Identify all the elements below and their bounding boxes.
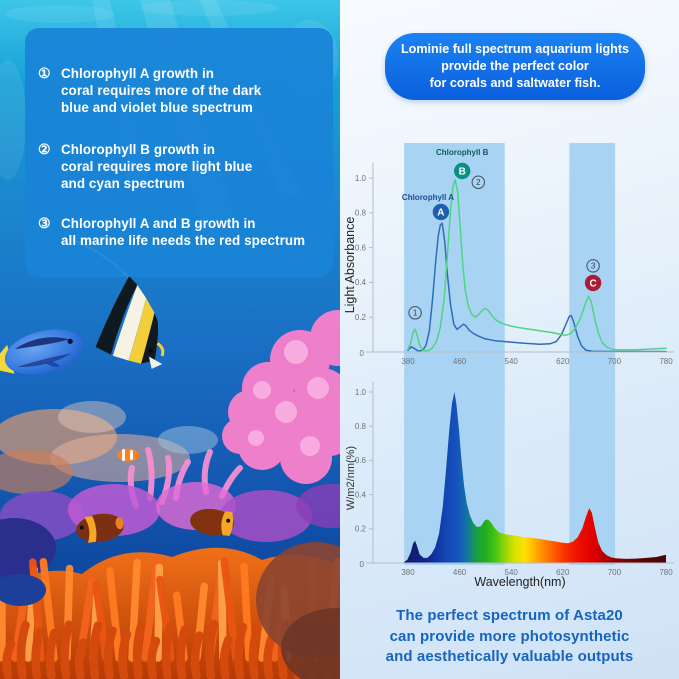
chlorophyll-point-2-text: Chlorophyll B growth in coral requires m… [61,142,253,192]
ylabel-light-absorbance: Light Absorbance [343,217,357,314]
chlorophyll-point-1: ① Chlorophyll A growth in coral requires… [25,65,333,116]
x-tick-label: 460 [453,357,467,366]
chlorophyll-point-1-text: Chlorophyll A growth in coral requires m… [61,66,262,116]
spectrum-panel: Lominie full spectrum aquarium lights pr… [340,0,679,679]
small-clownfish [117,448,139,462]
svg-text:C: C [589,278,596,289]
tomato-clownfish [76,513,124,543]
x-tick-label: 540 [505,357,519,366]
y-tick-label: 0.6 [355,243,367,252]
x-tick-label: 460 [453,568,467,577]
chlorophyll-point-3-text: Chlorophyll A and B growth in all marine… [61,216,306,249]
chlorophyll-point-2: ② Chlorophyll B growth in coral requires… [25,141,333,192]
y-tick-label: 0 [360,560,365,569]
circled-number-2: ② [38,141,51,158]
chlorophyll-point-3: ③ Chlorophyll A and B growth in all mari… [25,215,333,249]
bottom-right-coral-dark [281,608,340,679]
circled-number-3 [586,259,600,273]
y-tick-label: 1.0 [355,174,367,183]
x-tick-label: 540 [505,568,519,577]
background-corals [0,401,218,494]
y-tick-label: 0.4 [355,278,367,287]
y-tick-label: 0.2 [355,313,367,322]
info-banner: Lominie full spectrum aquarium lights pr… [385,33,645,100]
svg-text:B: B [459,166,466,177]
circled-number-1: ① [38,65,51,81]
annotation-label: Chlorophyll B [436,148,489,157]
y-tick-label: 0.2 [355,525,367,534]
small-blue-fish [0,574,46,606]
svg-text:1: 1 [413,309,418,318]
curve-chlorophyll-a [407,222,667,353]
x-tick-label: 780 [659,357,673,366]
y-tick-label: 0.4 [355,490,367,499]
x-tick-label: 380 [401,357,415,366]
circled-number-2 [471,175,486,190]
footer-text: The perfect spectrum of Asta20 can provi… [385,607,634,666]
blue-tang-fish [0,329,84,375]
svg-text:3: 3 [591,262,596,271]
x-tick-label: 620 [556,568,570,577]
tomato-clownfish [190,508,234,536]
annotation-label: Chlorophyll A [402,193,454,202]
y-tick-label: 0 [360,349,365,358]
x-tick-label: 700 [608,568,622,577]
chlorophyll-info-panel: ① Chlorophyll A growth in coral requires… [25,28,333,277]
x-tick-label: 700 [608,357,622,366]
svg-text:A: A [437,207,444,218]
xlabel-wavelength: Wavelength(nm) [474,575,565,589]
reef-photo: ① Chlorophyll A growth in coral requires… [0,0,340,679]
badge-b [454,162,471,180]
y-tick-label: 1.0 [355,388,367,397]
curve-chlorophyll-b [407,178,667,352]
badge-a [432,203,450,221]
spectrum-charts: 0 0.2 0.4 0.6 0.8 1.0 380 460 540 620 700 780 0 0.2 0.… [343,143,674,589]
pink-bubble-coral [222,310,340,484]
circled-number-3: ③ [38,215,51,232]
svg-text:2: 2 [476,178,481,187]
badge-c [584,274,602,292]
highlight-band [569,143,616,565]
spectrum-area [404,392,666,563]
moorish-idol-fish [69,238,165,369]
x-tick-label: 380 [401,568,415,577]
x-tick-label: 620 [556,357,570,366]
ylabel-power: W/m2/nm(%) [345,446,357,510]
y-tick-label: 0.8 [355,209,367,218]
x-tick-label: 780 [659,568,673,577]
y-tick-label: 0.6 [355,456,367,465]
circled-number-1 [408,306,422,320]
y-tick-label: 0.8 [355,422,367,431]
